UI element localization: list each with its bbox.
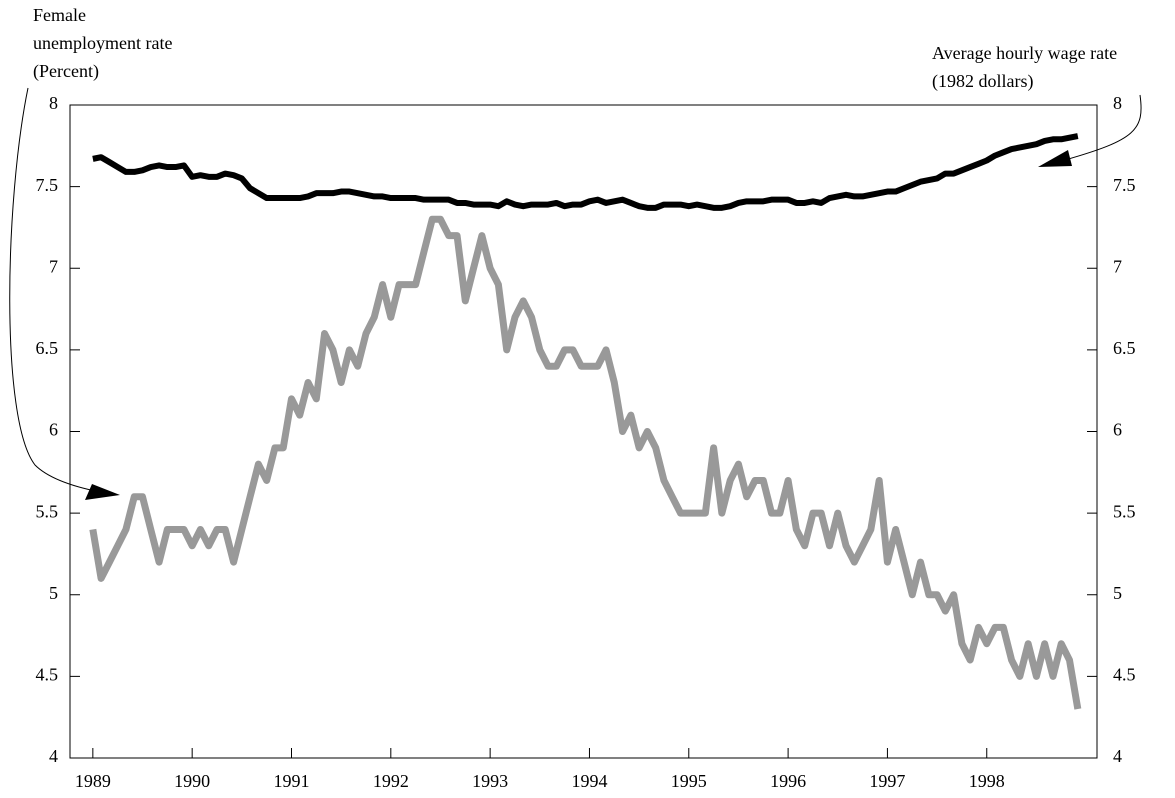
- data-line: [92, 133, 1079, 211]
- x-tick-label: 1998: [969, 771, 1005, 791]
- y-tick-label: 7.5: [36, 175, 59, 195]
- y2-tick-label: 4: [1113, 746, 1122, 766]
- y2-axis-label: Average hourly wage rate: [932, 43, 1117, 63]
- y2-tick-label: 5.5: [1113, 501, 1136, 521]
- y-tick-label: 4.5: [36, 665, 59, 685]
- y-axis-label: (Percent): [33, 61, 99, 82]
- y2-tick-label: 6.5: [1113, 338, 1136, 358]
- y2-axis-label: (1982 dollars): [932, 71, 1033, 92]
- y-tick-label: 8: [49, 93, 58, 113]
- y-tick-label: 6.5: [36, 338, 59, 358]
- x-tick-label: 1991: [273, 771, 309, 791]
- y2-tick-label: 4.5: [1113, 665, 1136, 685]
- x-tick-label: 1997: [869, 771, 905, 791]
- y-tick-label: 7: [49, 256, 58, 276]
- arrowhead: [85, 484, 120, 500]
- y2-tick-label: 6: [1113, 420, 1122, 440]
- x-tick-label: 1992: [373, 771, 409, 791]
- y-axis-label: Female: [33, 5, 86, 25]
- x-tick-label: 1994: [571, 771, 607, 791]
- data-line: [89, 215, 1082, 710]
- y2-tick-label: 7: [1113, 256, 1122, 276]
- annotation-arrow: [1064, 94, 1142, 161]
- x-tick-label: 1996: [770, 771, 806, 791]
- y2-tick-label: 7.5: [1113, 175, 1136, 195]
- y-tick-label: 5: [49, 583, 58, 603]
- y-tick-label: 5.5: [36, 501, 59, 521]
- y2-tick-label: 8: [1113, 93, 1122, 113]
- x-tick-label: 1995: [671, 771, 707, 791]
- x-tick-label: 1990: [174, 771, 210, 791]
- x-tick-label: 1993: [472, 771, 508, 791]
- y2-tick-label: 5: [1113, 583, 1122, 603]
- arrowhead: [1038, 150, 1072, 167]
- y-tick-label: 6: [49, 420, 58, 440]
- annotation-arrow: [9, 87, 101, 493]
- x-tick-label: 1989: [75, 771, 111, 791]
- y-axis-label: unemployment rate: [33, 33, 172, 53]
- y-tick-label: 4: [49, 746, 58, 766]
